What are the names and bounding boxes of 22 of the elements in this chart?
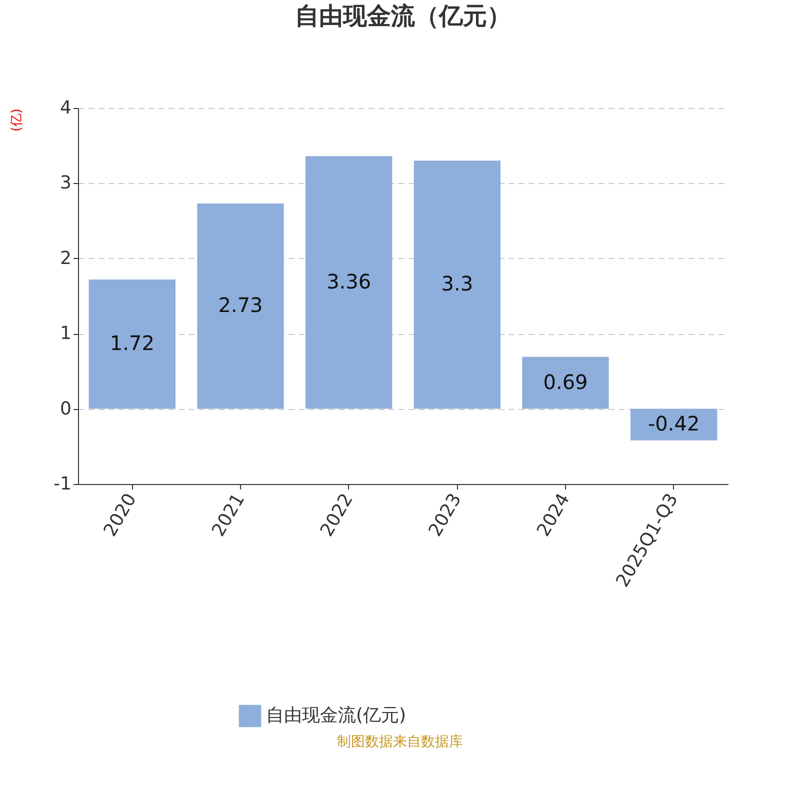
y-tick-label: 3	[60, 172, 72, 194]
data-label: 3.36	[326, 269, 372, 294]
y-tick-label: -1	[54, 474, 72, 494]
data-label: 3.3	[441, 272, 474, 296]
y-tick-label: 4	[60, 98, 72, 118]
data-label: -0.42	[648, 412, 700, 436]
data-label: 0.69	[543, 370, 588, 394]
legend-label: 自由现金流(亿元)	[266, 705, 406, 726]
bar	[522, 356, 609, 409]
bar	[630, 408, 718, 440]
y-axis-title: (亿)	[10, 108, 25, 132]
y-tick-label: 0	[60, 398, 72, 420]
chart-title: 自由现金流（亿元）	[295, 2, 511, 30]
text: 制图数据来自数据库	[336, 733, 464, 751]
bar	[414, 160, 500, 409]
data-label: 1.72	[110, 331, 154, 356]
y-tick-label: 2	[60, 248, 72, 269]
bar	[197, 204, 284, 409]
bar	[88, 279, 176, 409]
data-label: 2.73	[218, 293, 263, 318]
bar	[306, 156, 392, 409]
y-tick-label: 1	[60, 323, 72, 344]
